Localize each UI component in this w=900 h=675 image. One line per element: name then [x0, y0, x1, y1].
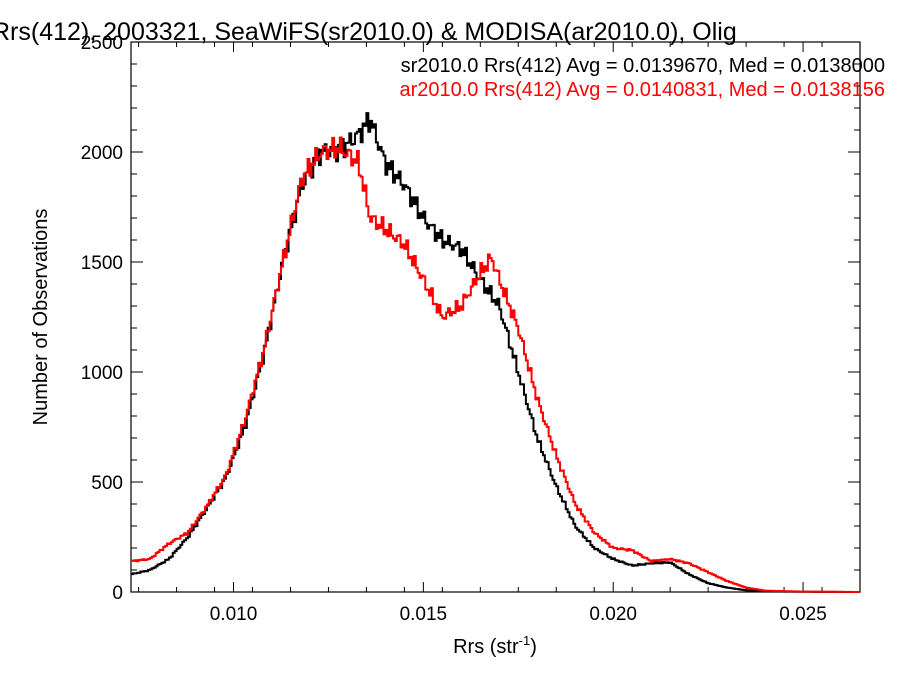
plot-frame: [130, 41, 861, 593]
y-axis: 0 500 1000 1500 2000 2500: [81, 33, 860, 604]
series-line-0: [131, 112, 860, 593]
series-layer: [131, 112, 860, 593]
y-tick-label: 1000: [81, 363, 123, 384]
chart-title: Rrs(412), 2003321, SeaWiFS(sr2010.0) & M…: [0, 18, 737, 46]
legend-entry-ar2010: ar2010.0 Rrs(412) Avg = 0.0140831, Med =…: [399, 79, 885, 101]
y-tick-label: 1500: [81, 253, 123, 274]
x-axis: 0.010 0.015 0.020 0.025: [138, 42, 827, 625]
x-tick-label: 0.010: [210, 604, 258, 625]
x-tick-label: 0.020: [589, 604, 637, 625]
series-line-1: [131, 136, 860, 593]
y-tick-label: 500: [91, 473, 123, 494]
y-tick-label: 2500: [81, 33, 123, 54]
y-axis-label: Number of Observations: [30, 209, 52, 426]
x-tick-label: 0.015: [400, 604, 448, 625]
x-axis-label: Rrs (str-1): [453, 633, 537, 658]
legend-entry-sr2010: sr2010.0 Rrs(412) Avg = 0.0139670, Med =…: [401, 55, 885, 77]
y-tick-label: 0: [112, 583, 123, 604]
y-tick-label: 2000: [81, 143, 123, 164]
x-tick-label: 0.025: [779, 604, 827, 625]
